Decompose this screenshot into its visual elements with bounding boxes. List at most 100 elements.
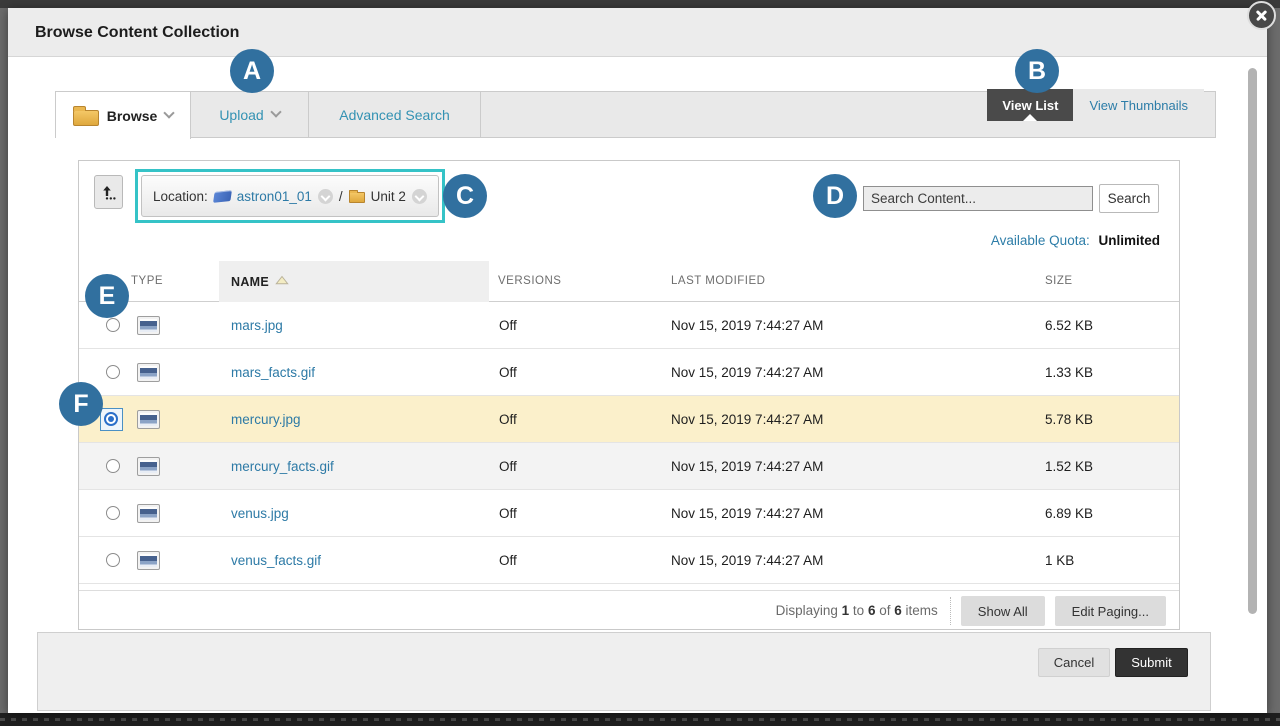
table-body: mars.jpg Off Nov 15, 2019 7:44:27 AM 6.5…: [79, 302, 1179, 584]
tab-advanced-search-label: Advanced Search: [339, 106, 450, 123]
view-toggle-group: View List View Thumbnails: [987, 89, 1204, 121]
paging-to: 6: [867, 603, 876, 618]
file-name-link[interactable]: venus_facts.gif: [231, 553, 322, 568]
file-name-link[interactable]: mars_facts.gif: [231, 365, 316, 380]
close-icon: [1255, 9, 1268, 22]
last-modified-value: Nov 15, 2019 7:44:27 AM: [671, 412, 824, 427]
dialog-title: Browse Content Collection: [35, 24, 240, 41]
annotation-badge-b: B: [1015, 49, 1059, 93]
size-value: 1 KB: [1045, 553, 1075, 568]
tab-browse[interactable]: Browse: [56, 92, 191, 139]
context-menu-icon[interactable]: [317, 188, 333, 204]
file-name-link[interactable]: venus.jpg: [231, 506, 289, 521]
paging-bar: Displaying 1 to 6 of 6 items Show All Ed…: [79, 590, 1179, 631]
size-value: 1.33 KB: [1045, 365, 1094, 380]
breadcrumb-separator: /: [338, 188, 343, 204]
row-radio[interactable]: [106, 318, 120, 332]
annotation-badge-e: E: [85, 274, 129, 318]
vertical-scrollbar-thumb[interactable]: [1248, 68, 1257, 614]
paging-word: to: [852, 603, 865, 618]
size-value: 6.89 KB: [1045, 506, 1094, 521]
row-radio[interactable]: [106, 506, 120, 520]
cancel-button[interactable]: Cancel: [1038, 648, 1110, 677]
name-header-highlight: [219, 261, 489, 302]
file-name-link[interactable]: mars.jpg: [231, 318, 283, 333]
close-button[interactable]: [1247, 1, 1276, 30]
versions-value: Off: [499, 412, 517, 427]
tab-advanced-search[interactable]: Advanced Search: [309, 92, 481, 137]
file-name-link[interactable]: mercury.jpg: [231, 412, 301, 427]
up-directory-icon: [102, 186, 116, 200]
column-header-last-modified: LAST MODIFIED: [671, 275, 766, 287]
tab-bar: Browse Upload Advanced Search View List …: [55, 89, 1216, 139]
last-modified-value: Nov 15, 2019 7:44:27 AM: [671, 318, 824, 333]
view-list-button[interactable]: View List: [987, 89, 1074, 121]
table-row: venus_facts.gif Off Nov 15, 2019 7:44:27…: [79, 537, 1179, 584]
browse-content-collection-dialog: Browse Content Collection Browse Upload …: [8, 8, 1267, 713]
column-header-name-label: NAME: [231, 275, 270, 289]
paging-word: of: [879, 603, 891, 618]
edit-paging-button[interactable]: Edit Paging...: [1054, 596, 1166, 626]
row-radio[interactable]: [106, 459, 120, 473]
image-file-icon: [137, 410, 160, 429]
table-row: mars.jpg Off Nov 15, 2019 7:44:27 AM 6.5…: [79, 302, 1179, 349]
breadcrumb-course-link[interactable]: astron01_01: [236, 188, 312, 204]
annotation-badge-f: F: [59, 382, 103, 426]
radio-focus-ring: [100, 408, 123, 431]
paging-word: Displaying: [775, 603, 838, 618]
search-button[interactable]: Search: [1099, 184, 1159, 213]
column-header-name[interactable]: NAME: [231, 261, 289, 303]
available-quota: Available Quota: Unlimited: [991, 233, 1160, 248]
row-radio[interactable]: [106, 553, 120, 567]
versions-value: Off: [499, 459, 517, 474]
versions-value: Off: [499, 318, 517, 333]
quota-label: Available Quota:: [990, 233, 1090, 248]
search-input[interactable]: [863, 186, 1093, 211]
paging-status: Displaying 1 to 6 of 6 items: [776, 597, 951, 625]
window-frame-bottom: [0, 713, 1280, 726]
table-row: mars_facts.gif Off Nov 15, 2019 7:44:27 …: [79, 349, 1179, 396]
image-file-icon: [137, 363, 160, 382]
image-file-icon: [137, 551, 160, 570]
size-value: 6.52 KB: [1045, 318, 1094, 333]
versions-value: Off: [499, 553, 517, 568]
versions-value: Off: [499, 365, 517, 380]
tab-upload[interactable]: Upload: [191, 92, 309, 137]
dialog-action-bar: Cancel Submit: [37, 632, 1211, 711]
content-panel: Location: astron01_01 / Unit 2 Search Av…: [78, 160, 1180, 630]
breadcrumb-folder-label: Unit 2: [370, 188, 406, 204]
column-header-versions: VERSIONS: [498, 275, 562, 287]
action-buttons: Cancel Submit: [1038, 648, 1188, 677]
annotation-badge-a: A: [230, 49, 274, 93]
table-row: mercury.jpg Off Nov 15, 2019 7:44:27 AM …: [79, 396, 1179, 443]
file-name-link[interactable]: mercury_facts.gif: [231, 459, 334, 474]
tab-upload-label: Upload: [219, 106, 264, 123]
table-header: TYPE NAME VERSIONS LAST MODIFIED SIZE: [79, 261, 1179, 302]
dialog-header: Browse Content Collection: [8, 8, 1267, 57]
last-modified-value: Nov 15, 2019 7:44:27 AM: [671, 553, 824, 568]
last-modified-value: Nov 15, 2019 7:44:27 AM: [671, 506, 824, 521]
paging-word: items: [905, 603, 938, 618]
annotation-badge-d: D: [813, 174, 857, 218]
submit-button[interactable]: Submit: [1115, 648, 1188, 677]
table-row: mercury_facts.gif Off Nov 15, 2019 7:44:…: [79, 443, 1179, 490]
paging-total: 6: [894, 603, 902, 618]
quota-value: Unlimited: [1098, 233, 1160, 248]
paging-from: 1: [841, 603, 850, 618]
chevron-down-icon: [270, 106, 282, 118]
row-radio[interactable]: [106, 365, 120, 379]
annotation-badge-c: C: [443, 174, 487, 218]
context-menu-icon[interactable]: [411, 188, 427, 204]
view-thumbnails-link[interactable]: View Thumbnails: [1089, 97, 1188, 113]
folder-icon: [72, 105, 99, 126]
column-header-type: TYPE: [131, 275, 164, 287]
row-radio-selected[interactable]: [104, 412, 118, 426]
image-file-icon: [137, 457, 160, 476]
size-value: 5.78 KB: [1045, 412, 1094, 427]
last-modified-value: Nov 15, 2019 7:44:27 AM: [671, 365, 824, 380]
up-directory-button[interactable]: [94, 175, 123, 209]
show-all-button[interactable]: Show All: [960, 596, 1045, 626]
location-label: Location:: [153, 188, 208, 204]
folder-small-icon: [348, 189, 365, 203]
course-icon: [212, 189, 232, 203]
